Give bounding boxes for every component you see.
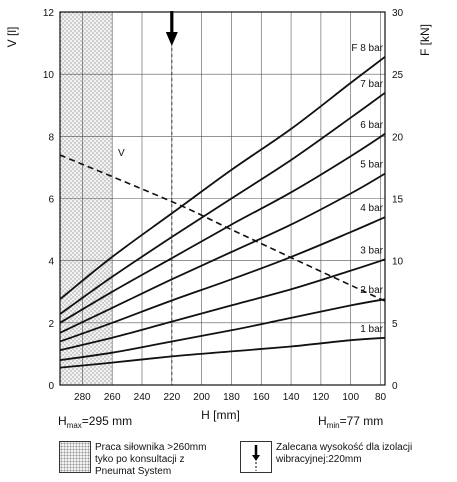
x-tick-label: 80 xyxy=(375,392,387,403)
legend-hatched-swatch xyxy=(59,441,91,473)
volume-curve xyxy=(59,154,386,302)
h-min-subscript: min xyxy=(327,421,340,430)
force-curves: 1 bar 2 bar 3 bar 4 bar 5 bar 6 bar 7 bar F 8 b… xyxy=(59,43,386,369)
y-left-tick-label: 6 xyxy=(48,195,54,206)
down-arrow-icon xyxy=(252,445,260,471)
legend-hatched-line-3: Pneumat System xyxy=(95,466,172,477)
down-arrow-icon xyxy=(165,32,178,46)
h-max-value: =295 mm xyxy=(82,414,132,428)
legend-arrow-line-2: wibracyjnej:220mm xyxy=(276,454,362,465)
tick-labels: 280 260 240 220 200 180 160 140 120 100 8002468101… xyxy=(43,8,404,403)
x-tick-label: 240 xyxy=(134,392,151,403)
h-min-symbol: H xyxy=(318,414,327,428)
force-curve xyxy=(59,92,386,315)
h-min-label: Hmin=77 mm xyxy=(318,414,383,430)
x-tick-label: 180 xyxy=(223,392,240,403)
force-curve xyxy=(59,298,386,361)
volume-curve-label: V xyxy=(118,148,125,159)
x-axis-label: H [mm] xyxy=(201,408,240,422)
force-curve xyxy=(59,258,386,352)
y-right-tick-label: 20 xyxy=(392,132,404,143)
y-right-tick-label: 25 xyxy=(392,70,404,81)
legend-hatched-text: Praca siłownika >260mm tyko po konsultac… xyxy=(95,442,245,478)
x-tick-label: 100 xyxy=(342,392,359,403)
y-right-tick-label: 15 xyxy=(392,195,404,206)
volume-curve-group: V xyxy=(59,148,386,302)
force-curve-label: F 8 bar xyxy=(351,43,383,54)
y-right-tick-label: 5 xyxy=(392,319,398,330)
force-curve xyxy=(59,56,386,300)
h-max-symbol: H xyxy=(58,414,67,428)
force-volume-chart: 1 bar 2 bar 3 bar 4 bar 5 bar 6 bar 7 bar F 8 b… xyxy=(5,8,432,430)
legend-hatched-line-1: Praca siłownika >260mm xyxy=(95,442,207,453)
y-left-tick-label: 2 xyxy=(48,319,54,330)
legend-arrow-line-1: Zalecana wysokość dla izolacji xyxy=(276,442,413,453)
y-left-tick-label: 4 xyxy=(48,257,54,268)
y-right-tick-label: 30 xyxy=(392,8,404,19)
y-left-tick-label: 8 xyxy=(48,132,54,143)
h-min-value: =77 mm xyxy=(340,414,384,428)
grid xyxy=(60,11,385,386)
x-tick-label: 120 xyxy=(313,392,330,403)
axis-titles: V [l] F [kN] H [mm] Hmax=295 mm Hmin=77 … xyxy=(5,24,432,430)
y-left-axis-label: V [l] xyxy=(5,27,19,48)
force-curve-label: 6 bar xyxy=(360,120,383,131)
h-max-label: Hmax=295 mm xyxy=(58,414,132,430)
force-curve-label: 7 bar xyxy=(360,79,383,90)
force-curve-label: 3 bar xyxy=(360,245,383,256)
x-tick-label: 260 xyxy=(104,392,121,403)
legend-arrow-swatch xyxy=(240,441,272,473)
x-tick-label: 220 xyxy=(163,392,180,403)
y-right-axis-label: F [kN] xyxy=(418,24,432,56)
force-curve xyxy=(59,336,386,369)
arrow-shaft xyxy=(170,11,174,33)
force-curve-label: 4 bar xyxy=(360,203,383,214)
h-max-subscript: max xyxy=(67,421,82,430)
force-curve-label: 2 bar xyxy=(360,285,383,296)
y-right-tick-label: 10 xyxy=(392,257,404,268)
force-curve-label: 1 bar xyxy=(360,324,383,335)
force-curve xyxy=(59,172,386,334)
recommended-height-marker xyxy=(165,11,178,385)
legend-hatched-line-2: tyko po konsultacji z xyxy=(95,454,185,465)
x-tick-label: 160 xyxy=(253,392,270,403)
x-tick-label: 140 xyxy=(283,392,300,403)
force-curve-label: 5 bar xyxy=(360,160,383,171)
y-left-tick-label: 10 xyxy=(43,70,55,81)
legend-arrow-text: Zalecana wysokość dla izolacji wibracyjn… xyxy=(276,442,451,466)
plot-frame xyxy=(59,11,386,386)
y-left-tick-label: 12 xyxy=(43,8,55,19)
force-curve xyxy=(59,216,386,343)
force-curve xyxy=(59,133,386,324)
y-left-tick-label: 0 xyxy=(48,381,54,392)
y-right-tick-label: 0 xyxy=(392,381,398,392)
x-tick-label: 280 xyxy=(74,392,91,403)
x-tick-label: 200 xyxy=(193,392,210,403)
